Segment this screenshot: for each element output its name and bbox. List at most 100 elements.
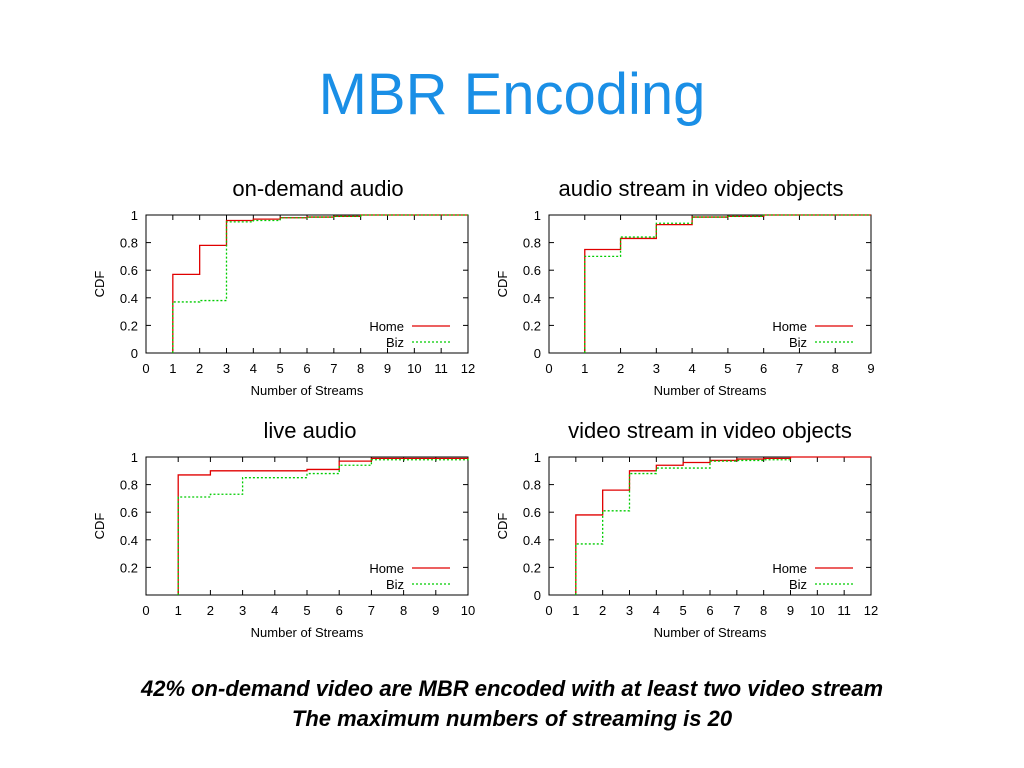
x-tick-label: 2 <box>207 603 214 618</box>
x-axis-label: Number of Streams <box>251 383 364 398</box>
x-tick-label: 3 <box>239 603 246 618</box>
legend-label-home: Home <box>369 561 404 576</box>
chart-title-on-demand-audio: on-demand audio <box>232 176 404 201</box>
x-axis-label: Number of Streams <box>654 625 767 640</box>
x-tick-label: 8 <box>760 603 767 618</box>
x-tick-label: 7 <box>330 361 337 376</box>
series-biz-line <box>177 458 469 595</box>
x-tick-label: 7 <box>796 361 803 376</box>
x-tick-label: 2 <box>599 603 606 618</box>
x-tick-label: 3 <box>223 361 230 376</box>
x-tick-label: 4 <box>688 361 695 376</box>
y-tick-label: 0.2 <box>120 318 138 333</box>
x-tick-label: 8 <box>357 361 364 376</box>
y-tick-label: 0 <box>534 588 541 603</box>
plot-frame <box>145 456 469 596</box>
legend-label-biz: Biz <box>386 335 404 350</box>
x-tick-label: 9 <box>787 603 794 618</box>
chart-title-audio-stream: audio stream in video objects <box>558 176 844 201</box>
y-tick-label: 0.4 <box>120 533 138 548</box>
x-tick-label: 5 <box>724 361 731 376</box>
caption-line-1: 42% on-demand video are MBR encoded with… <box>140 676 884 701</box>
x-tick-label: 9 <box>384 361 391 376</box>
y-tick-label: 0.6 <box>120 505 138 520</box>
x-tick-label: 4 <box>250 361 257 376</box>
y-tick-label: 1 <box>534 450 541 465</box>
y-tick-label: 0.8 <box>523 478 541 493</box>
series-biz-line <box>584 214 871 353</box>
series-biz-line <box>172 214 468 353</box>
x-tick-label: 0 <box>142 361 149 376</box>
x-tick-label: 12 <box>864 603 878 618</box>
x-tick-label: 11 <box>434 361 448 376</box>
y-tick-label: 0.2 <box>120 560 138 575</box>
legend-label-home: Home <box>772 319 807 334</box>
series-home-line <box>172 214 468 353</box>
y-tick-label: 0.6 <box>523 263 541 278</box>
y-tick-label: 1 <box>131 450 138 465</box>
legend-label-home: Home <box>369 319 404 334</box>
chart-audio-stream-in-video: 0 0.2 0.4 0.6 0.8 1 0 1 2 3 4 5 6 7 8 9 Number of Stream… <box>495 208 875 398</box>
legend-label-biz: Biz <box>386 577 404 592</box>
x-tick-label: 5 <box>277 361 284 376</box>
x-tick-label: 3 <box>626 603 633 618</box>
y-axis-label: CDF <box>92 271 107 298</box>
x-tick-label: 7 <box>368 603 375 618</box>
y-tick-label: 0 <box>131 346 138 361</box>
series-home-line <box>177 457 469 595</box>
y-tick-label: 1 <box>534 208 541 223</box>
x-tick-label: 6 <box>706 603 713 618</box>
series-biz-line <box>575 458 792 595</box>
x-tick-label: 1 <box>572 603 579 618</box>
x-tick-label: 2 <box>617 361 624 376</box>
y-tick-label: 0.6 <box>120 263 138 278</box>
series-home-line <box>575 456 871 595</box>
slide-title: MBR Encoding <box>318 62 706 127</box>
x-tick-label: 8 <box>400 603 407 618</box>
y-tick-label: 0.4 <box>523 533 541 548</box>
x-tick-label: 1 <box>581 361 588 376</box>
y-axis-label: CDF <box>495 271 510 298</box>
x-tick-label: 6 <box>303 361 310 376</box>
x-tick-label: 12 <box>461 361 475 376</box>
x-tick-label: 10 <box>461 603 475 618</box>
y-tick-label: 0.8 <box>120 478 138 493</box>
y-tick-label: 0.4 <box>120 291 138 306</box>
legend-label-biz: Biz <box>789 335 807 350</box>
x-tick-label: 1 <box>175 603 182 618</box>
x-tick-label: 3 <box>653 361 660 376</box>
x-tick-label: 5 <box>303 603 310 618</box>
legend-label-home: Home <box>772 561 807 576</box>
x-tick-label: 9 <box>432 603 439 618</box>
x-tick-label: 0 <box>545 603 552 618</box>
x-axis-label: Number of Streams <box>654 383 767 398</box>
x-tick-label: 4 <box>653 603 660 618</box>
x-axis-label: Number of Streams <box>251 625 364 640</box>
y-axis-label: CDF <box>495 513 510 540</box>
y-tick-label: 0.4 <box>523 291 541 306</box>
legend-label-biz: Biz <box>789 577 807 592</box>
x-tick-label: 10 <box>407 361 421 376</box>
y-tick-label: 0.6 <box>523 505 541 520</box>
y-tick-label: 1 <box>131 208 138 223</box>
y-tick-label: 0.2 <box>523 318 541 333</box>
plot-frame <box>145 214 469 354</box>
x-tick-label: 1 <box>169 361 176 376</box>
x-tick-label: 10 <box>810 603 824 618</box>
x-tick-label: 2 <box>196 361 203 376</box>
x-tick-label: 0 <box>142 603 149 618</box>
chart-title-live-audio: live audio <box>263 418 357 443</box>
x-tick-label: 9 <box>867 361 874 376</box>
x-tick-label: 4 <box>271 603 278 618</box>
y-tick-label: 0 <box>534 346 541 361</box>
y-tick-label: 0.8 <box>120 236 138 251</box>
series-home-line <box>584 214 871 353</box>
x-tick-label: 5 <box>680 603 687 618</box>
y-tick-label: 0.2 <box>523 560 541 575</box>
x-tick-label: 6 <box>760 361 767 376</box>
x-tick-label: 8 <box>832 361 839 376</box>
x-tick-label: 11 <box>837 603 851 618</box>
